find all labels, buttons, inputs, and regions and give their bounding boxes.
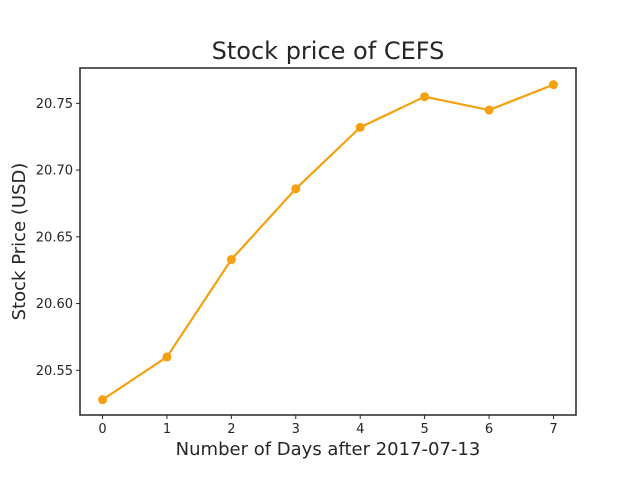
data-point — [420, 92, 430, 102]
data-point — [98, 395, 108, 405]
y-axis: 20.55 20.60 20.65 20.70 20.75 — [36, 97, 80, 379]
y-tick-label: 20.75 — [36, 97, 73, 112]
x-tick-label: 7 — [549, 422, 557, 437]
x-tick-label: 3 — [292, 422, 300, 437]
data-point — [484, 105, 494, 115]
series-line — [101, 83, 554, 401]
y-tick-label: 20.65 — [36, 230, 73, 245]
x-tick-label: 4 — [356, 422, 364, 437]
series-points — [98, 80, 558, 405]
x-tick-label: 6 — [485, 422, 493, 437]
x-tick-label: 2 — [227, 422, 235, 437]
x-tick-label: 1 — [163, 422, 171, 437]
y-tick-label: 20.55 — [36, 364, 73, 379]
x-tick-label: 0 — [98, 422, 106, 437]
chart-title: Stock price of CEFS — [212, 37, 445, 65]
x-axis-label: Number of Days after 2017-07-13 — [176, 439, 481, 460]
data-point — [291, 184, 301, 194]
y-tick-label: 20.70 — [36, 164, 73, 179]
data-point — [548, 80, 558, 90]
data-point — [226, 255, 236, 265]
data-point — [355, 122, 365, 132]
y-axis-label: Stock Price (USD) — [9, 163, 30, 321]
plot-frame — [79, 67, 577, 416]
y-tick-label: 20.60 — [36, 297, 73, 312]
data-point — [162, 352, 172, 362]
x-axis: 0 1 2 3 4 5 6 7 — [98, 415, 558, 437]
x-tick-label: 5 — [420, 422, 428, 437]
